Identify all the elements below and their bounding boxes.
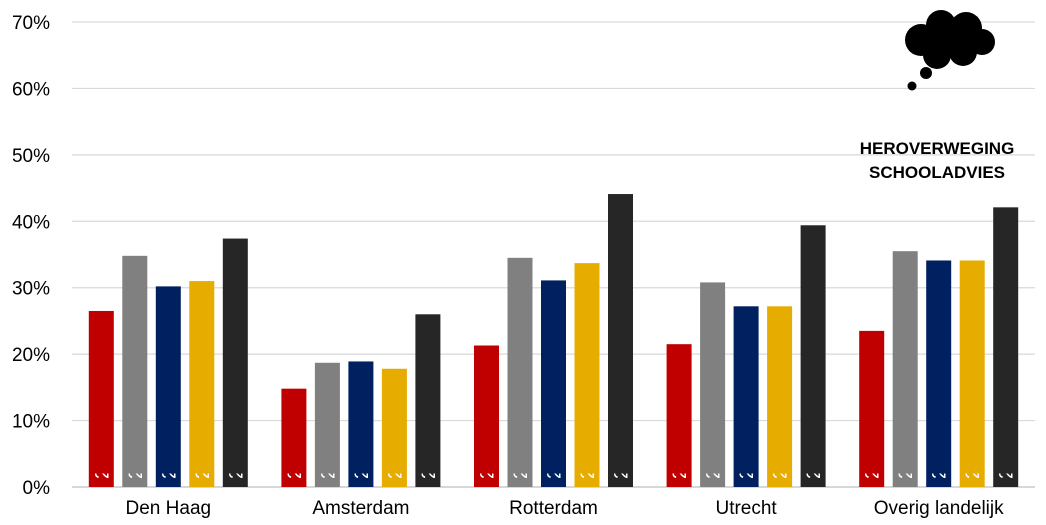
bar-label: 2015-2016 — [126, 388, 147, 479]
y-tick-label: 50% — [12, 146, 50, 167]
bar — [541, 280, 566, 487]
bar-label: 2015-2016 — [896, 388, 917, 479]
annotation-line-2: SCHOOLADVIES — [869, 163, 1005, 182]
x-category-label: Overig landelijk — [874, 498, 1004, 519]
bar — [507, 257, 533, 487]
bar-label: 2017-2018 — [963, 388, 984, 479]
bar-label: 2015-2016 — [511, 388, 532, 479]
x-axis-categories: Den Haag Amsterdam Rotterdam Utrecht Overig … — [126, 498, 1005, 519]
bar — [574, 263, 600, 487]
bar — [222, 238, 248, 487]
y-tick-label: 60% — [12, 79, 50, 100]
bar — [189, 281, 215, 487]
bar-label: 2016-2017 — [737, 388, 758, 479]
y-tick-label: 40% — [12, 212, 50, 233]
bar — [122, 255, 148, 487]
x-category-label: Rotterdam — [509, 498, 598, 519]
bar — [281, 388, 307, 487]
bar — [767, 306, 793, 487]
bar — [88, 310, 114, 487]
bars: 2014-2015 2015-2016 2016-2017 2017-2018 2018… — [88, 194, 1019, 488]
bar — [800, 225, 826, 487]
bar-label: 2018-2019 — [419, 388, 440, 479]
y-tick-label: 70% — [12, 13, 50, 34]
bar-label: 2014-2015 — [478, 388, 499, 479]
bar — [700, 282, 726, 487]
bar-label: 2017-2018 — [385, 388, 406, 479]
y-tick-label: 30% — [12, 279, 50, 300]
bar — [314, 362, 340, 487]
bar — [959, 260, 985, 487]
bar — [608, 194, 633, 488]
bar-label: 2017-2018 — [578, 388, 599, 479]
bar-label: 2018-2019 — [612, 388, 633, 479]
y-axis-ticks: 0% 10% 20% 30% 40% 50% 60% 70% — [12, 13, 50, 499]
bar — [859, 330, 885, 487]
y-tick-label: 0% — [23, 478, 51, 499]
bar-label: 2015-2016 — [318, 388, 339, 479]
y-tick-label: 10% — [12, 412, 50, 433]
bar — [474, 345, 499, 487]
bar-label: 2016-2017 — [159, 388, 180, 479]
bar-label: 2017-2018 — [193, 388, 214, 479]
y-tick-label: 20% — [12, 345, 50, 366]
bar — [155, 286, 181, 487]
bar-label: 2014-2015 — [863, 388, 884, 479]
bar — [348, 361, 374, 487]
bar-label: 2014-2015 — [670, 388, 691, 479]
bar-label: 2018-2019 — [226, 388, 247, 479]
bar-label: 2017-2018 — [771, 388, 792, 479]
bar — [666, 344, 692, 487]
bar-label: 2014-2015 — [92, 388, 113, 479]
bar-label: 2016-2017 — [545, 388, 566, 479]
bar-label: 2015-2016 — [704, 388, 725, 479]
bar-label: 2016-2017 — [930, 388, 951, 479]
bar — [993, 207, 1019, 488]
x-category-label: Amsterdam — [312, 498, 409, 519]
bar — [733, 306, 759, 487]
bar — [415, 314, 441, 487]
bar-label: 2018-2019 — [804, 388, 825, 479]
x-category-label: Den Haag — [126, 498, 212, 519]
bar — [926, 260, 952, 487]
bar — [892, 251, 918, 487]
bar-label: 2016-2017 — [352, 388, 373, 479]
bar-label: 2018-2019 — [997, 388, 1018, 479]
bar-label: 2014-2015 — [285, 388, 306, 479]
annotation-line-1: HEROVERWEGING — [860, 139, 1015, 158]
x-category-label: Utrecht — [715, 498, 777, 519]
thought-cloud-icon — [905, 10, 995, 91]
bar — [381, 368, 407, 487]
